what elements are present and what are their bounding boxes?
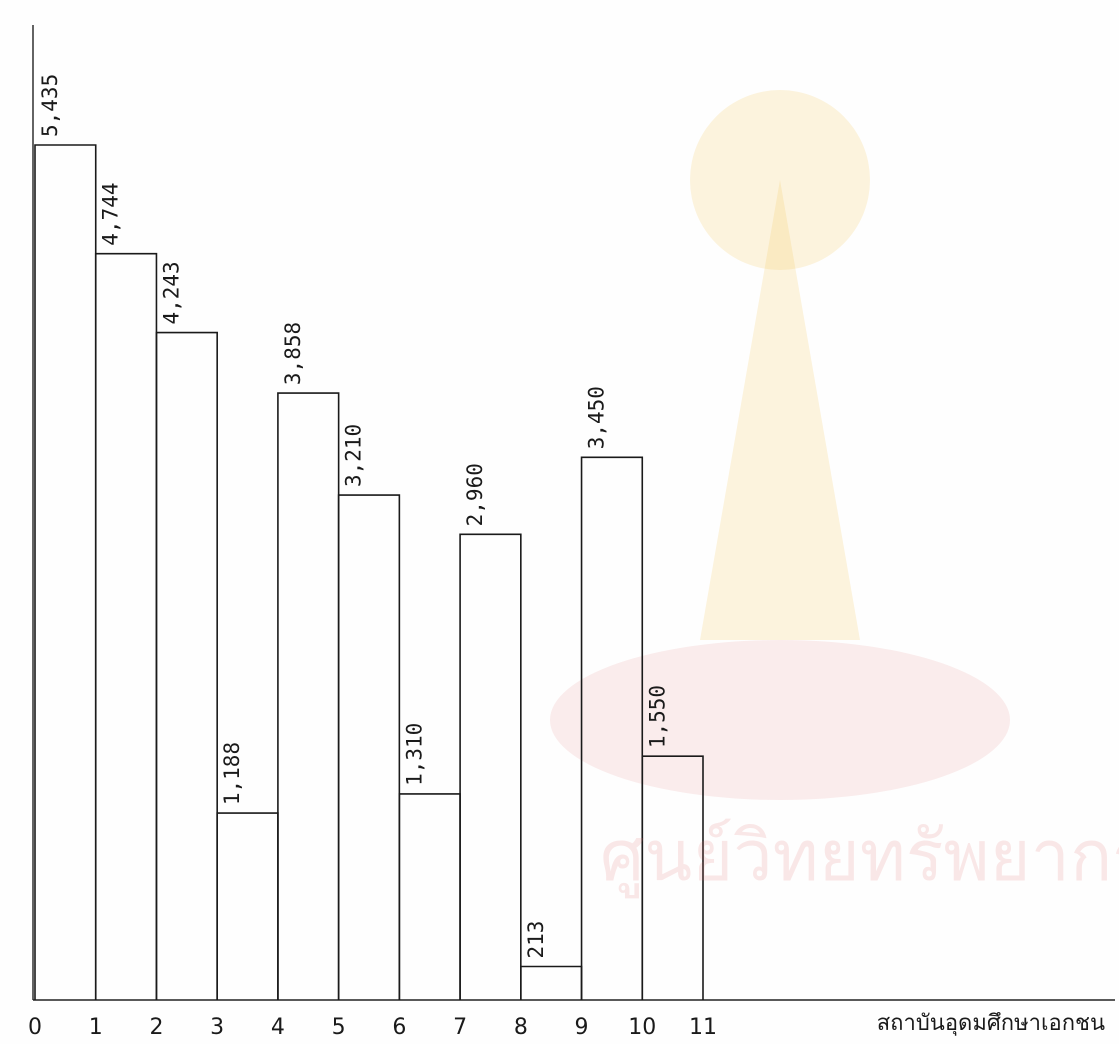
x-tick-4: 4 — [271, 1015, 285, 1040]
bar-5 — [337, 494, 401, 1000]
bar-9 — [580, 456, 644, 1000]
bars-group — [34, 144, 704, 1000]
x-tick-6: 6 — [392, 1015, 406, 1040]
watermark-text: ศูนย์วิทยทรัพยากร — [600, 815, 1119, 899]
value-label-0: 5,435 — [38, 74, 62, 137]
x-tick-9: 9 — [575, 1015, 589, 1040]
x-tick-8: 8 — [514, 1015, 528, 1040]
x-tick-5: 5 — [332, 1015, 346, 1040]
bar-3 — [216, 812, 279, 1000]
x-axis-label: สถาบันอุดมศึกษาเอกชน — [877, 1011, 1105, 1036]
x-tick-7: 7 — [453, 1015, 467, 1040]
x-tick-2: 2 — [149, 1015, 163, 1040]
value-label-5: 3,210 — [342, 424, 366, 487]
x-tick-1: 1 — [89, 1015, 103, 1040]
x-tick-0: 0 — [28, 1015, 42, 1040]
bar-4 — [277, 392, 340, 1000]
x-tick-3: 3 — [210, 1015, 224, 1040]
bar-8 — [520, 965, 583, 1000]
bar-6 — [398, 793, 461, 1000]
x-tick-10: 10 — [628, 1015, 656, 1040]
value-label-4: 3,858 — [281, 322, 305, 385]
bar-1 — [94, 252, 158, 1000]
value-label-6: 1,310 — [402, 723, 426, 786]
bar-2 — [155, 331, 218, 1000]
value-label-2: 4,243 — [159, 261, 183, 324]
value-label-9: 3,450 — [585, 386, 609, 449]
watermark-emblem — [550, 90, 1010, 800]
value-label-8: 213 — [524, 921, 548, 959]
value-label-1: 4,744 — [99, 182, 123, 245]
x-tick-labels-group: 0 1 2 3 4 5 6 7 8 9 10 11 — [28, 1015, 717, 1040]
x-tick-11: 11 — [689, 1015, 717, 1040]
value-label-3: 1,188 — [220, 742, 244, 805]
bar-10 — [641, 755, 704, 1000]
value-labels-group: 5,435 4,744 4,243 1,188 3,858 3,210 1,310 2,960… — [38, 74, 669, 959]
bar-7 — [459, 533, 522, 1000]
value-label-7: 2,960 — [463, 463, 487, 526]
value-label-10: 1,550 — [645, 685, 669, 748]
bar-0 — [34, 144, 97, 1000]
